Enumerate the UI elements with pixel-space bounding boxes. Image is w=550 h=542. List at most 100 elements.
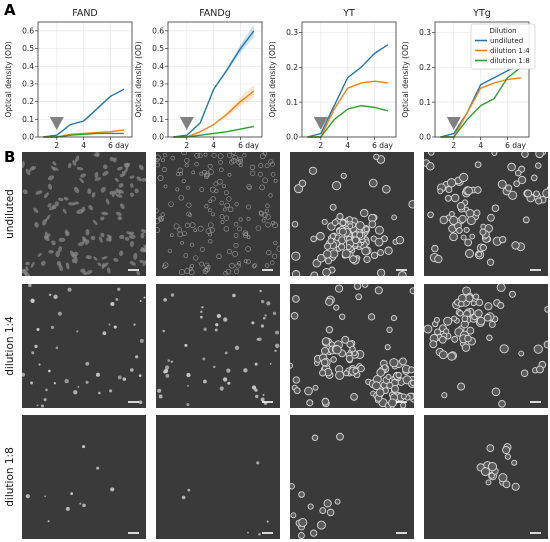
chart-2: YT 0.0 0.1 0.2 0.3 2 4 6 day Optical density (OD): [268, 8, 397, 150]
cell: [168, 201, 174, 207]
cell: [334, 498, 341, 505]
cell: [338, 243, 346, 251]
cell: [133, 252, 138, 260]
cell: [361, 284, 369, 288]
cell: [384, 344, 391, 351]
cell: [349, 255, 358, 264]
cell: [491, 387, 501, 397]
cell: [335, 370, 345, 380]
cell: [438, 350, 448, 360]
cell: [34, 344, 38, 349]
cell: [386, 326, 393, 333]
cell: [465, 208, 475, 218]
chart-title: YTg: [472, 8, 491, 19]
cell: [521, 152, 529, 158]
cell: [138, 164, 144, 171]
plot-frame: [167, 21, 263, 138]
x-tick-label: 2: [54, 141, 59, 150]
plot-frame: [301, 21, 397, 138]
cell: [409, 287, 414, 295]
cell: [219, 200, 224, 206]
cell: [73, 390, 78, 395]
cell: [273, 240, 278, 246]
cell: [173, 223, 180, 230]
cell: [193, 228, 198, 233]
cell: [260, 300, 265, 304]
cell: [142, 260, 146, 267]
y-tick-label: 0.4: [22, 62, 34, 71]
cell: [349, 345, 356, 353]
cell: [189, 264, 194, 269]
cell: [238, 217, 243, 222]
cell: [255, 394, 259, 399]
cell: [236, 261, 242, 266]
cell: [211, 212, 215, 217]
y-axis-label: Optical density (OD): [401, 41, 410, 117]
cell: [356, 231, 364, 239]
cell: [187, 384, 189, 387]
cell: [106, 236, 111, 242]
micrograph-background: [156, 284, 280, 408]
cell: [310, 529, 318, 537]
cell: [139, 259, 145, 264]
cell: [50, 325, 55, 330]
cell: [483, 313, 492, 322]
cell: [53, 382, 56, 385]
cell: [491, 152, 498, 157]
cell: [51, 240, 56, 246]
cell: [30, 381, 33, 385]
cell: [30, 298, 35, 303]
cell: [225, 268, 232, 275]
cell: [350, 393, 358, 401]
cell: [391, 384, 399, 393]
cell: [498, 473, 508, 483]
cell: [258, 163, 264, 169]
cell: [249, 170, 256, 176]
cell: [234, 268, 240, 274]
cell: [199, 315, 203, 319]
cell: [184, 267, 191, 274]
cell: [158, 394, 163, 399]
cell: [186, 211, 192, 217]
panel-letter-a: A: [4, 1, 16, 19]
cell: [530, 174, 538, 182]
cell: [136, 270, 141, 276]
cell: [120, 203, 125, 210]
cell: [258, 337, 262, 341]
cell: [233, 233, 239, 238]
cell: [511, 459, 518, 466]
cell: [325, 325, 334, 334]
x-tick-label: 6: [238, 141, 243, 150]
cell: [464, 186, 473, 196]
cell: [268, 159, 274, 165]
cell: [363, 255, 371, 264]
cell: [45, 388, 48, 392]
cell: [165, 374, 170, 378]
micrograph-background: [22, 284, 146, 408]
cell: [118, 183, 124, 188]
cell: [163, 368, 169, 374]
cell: [55, 250, 60, 258]
cell: [229, 262, 235, 269]
cell: [338, 227, 347, 236]
cell: [115, 211, 122, 216]
cell: [204, 262, 210, 268]
cell: [123, 167, 129, 174]
cell: [169, 233, 174, 238]
cell: [450, 193, 460, 203]
cell: [461, 343, 471, 352]
cell: [434, 328, 441, 336]
cell: [327, 237, 335, 245]
cell: [232, 154, 238, 161]
cell: [204, 204, 209, 209]
cell: [323, 499, 332, 508]
cell: [113, 257, 119, 262]
x-tick-label: 4: [478, 141, 483, 150]
cell: [156, 208, 159, 214]
cell: [533, 344, 543, 354]
cell: [140, 228, 146, 233]
cell: [373, 153, 380, 161]
cell: [522, 216, 530, 224]
cell: [106, 234, 113, 238]
cell: [524, 189, 533, 198]
